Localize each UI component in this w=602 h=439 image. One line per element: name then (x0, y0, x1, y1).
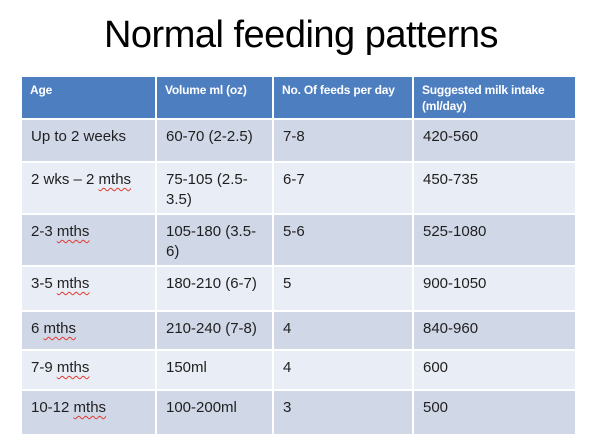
spellcheck-squiggle: mths (56, 275, 90, 293)
age-cell: Up to 2 weeks (20, 118, 157, 164)
table-row: 2-3 mths 105-180 (3.5-6) 5-6 525-1080 (20, 213, 577, 268)
table-row: 3-5 mths 180-210 (6-7) 5 900-1050 (20, 265, 577, 313)
volume-cell: 105-180 (3.5-6) (155, 213, 274, 268)
table-row: 7-9 mths 150ml 4 600 (20, 349, 577, 392)
intake-cell: 450-735 (412, 161, 577, 216)
slide-title: Normal feeding patterns (103, 14, 499, 56)
col-header-feeds: No. Of feeds per day (272, 74, 414, 121)
table-row: 6 mths 210-240 (7-8) 4 840-960 (20, 310, 577, 352)
intake-cell: 840-960 (412, 310, 577, 352)
age-cell: 7-9 mths (20, 349, 157, 392)
col-header-volume: Volume ml (oz) (155, 74, 274, 121)
intake-cell: 600 (412, 349, 577, 392)
feeds-cell: 7-8 (272, 118, 414, 164)
feeds-cell: 5 (272, 265, 414, 313)
feeds-cell: 4 (272, 310, 414, 352)
intake-cell: 525-1080 (412, 213, 577, 268)
intake-cell: 900-1050 (412, 265, 577, 313)
age-cell: 3-5 mths (20, 265, 157, 313)
spellcheck-squiggle: mths (43, 320, 77, 338)
feeds-cell: 5-6 (272, 213, 414, 268)
volume-cell: 210-240 (7-8) (155, 310, 274, 352)
feeding-table: Age Volume ml (oz) No. Of feeds per day … (20, 74, 577, 437)
age-cell: 2-3 mths (20, 213, 157, 268)
volume-cell: 100-200ml (155, 389, 274, 437)
volume-cell: 60-70 (2-2.5) (155, 118, 274, 164)
volume-cell: 75-105 (2.5-3.5) (155, 161, 274, 216)
table-row: Up to 2 weeks 60-70 (2-2.5) 7-8 420-560 (20, 118, 577, 164)
feeds-cell: 6-7 (272, 161, 414, 216)
volume-cell: 150ml (155, 349, 274, 392)
intake-cell: 500 (412, 389, 577, 437)
intake-cell: 420-560 (412, 118, 577, 164)
spellcheck-squiggle: mths (98, 171, 132, 189)
age-cell: 6 mths (20, 310, 157, 352)
spellcheck-squiggle: mths (56, 359, 90, 377)
feeds-cell: 4 (272, 349, 414, 392)
header-row: Age Volume ml (oz) No. Of feeds per day … (20, 74, 577, 121)
spellcheck-squiggle: mths (56, 223, 90, 241)
age-cell: 2 wks – 2 mths (20, 161, 157, 216)
volume-cell: 180-210 (6-7) (155, 265, 274, 313)
col-header-intake: Suggested milk intake (ml/day) (412, 74, 577, 121)
age-cell: 10-12 mths (20, 389, 157, 437)
col-header-age: Age (20, 74, 157, 121)
feeds-cell: 3 (272, 389, 414, 437)
table-row: 2 wks – 2 mths 75-105 (2.5-3.5) 6-7 450-… (20, 161, 577, 216)
table-row: 10-12 mths 100-200ml 3 500 (20, 389, 577, 437)
spellcheck-squiggle: mths (73, 399, 107, 417)
